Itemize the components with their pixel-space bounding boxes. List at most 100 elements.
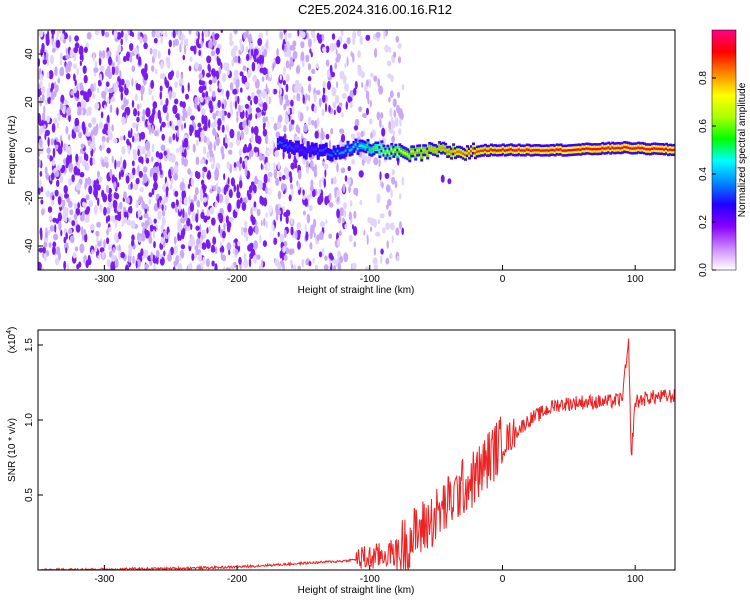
noise-blob — [163, 250, 166, 257]
noise-blob — [41, 119, 44, 127]
noise-blob — [313, 169, 318, 178]
noise-blob — [38, 138, 43, 147]
noise-blob — [365, 90, 370, 101]
noise-blob — [389, 90, 394, 99]
noise-blob — [102, 50, 106, 59]
noise-blob — [132, 149, 137, 156]
noise-blob — [160, 144, 166, 152]
noise-blob — [96, 221, 101, 228]
noise-blob — [94, 60, 98, 69]
noise-blob — [177, 219, 181, 229]
noise-blob — [325, 219, 328, 225]
noise-blob — [144, 141, 151, 151]
noise-blob — [111, 254, 116, 262]
noise-blob — [143, 249, 149, 259]
noise-blob — [228, 141, 234, 149]
noise-blob — [63, 236, 67, 244]
noise-blob — [347, 165, 351, 172]
y-tick-label: -20 — [24, 190, 35, 205]
noise-blob — [83, 229, 87, 236]
ridge-core — [623, 145, 627, 149]
noise-blob — [217, 212, 223, 219]
noise-blob — [137, 209, 142, 218]
ridge-core — [631, 147, 635, 150]
noise-blob — [374, 47, 378, 58]
noise-blob — [131, 160, 135, 167]
noise-blob — [107, 131, 113, 140]
noise-blob — [337, 237, 341, 248]
noise-blob — [56, 30, 59, 39]
noise-blob — [300, 41, 305, 49]
noise-blob — [223, 173, 226, 181]
noise-blob — [132, 135, 135, 143]
ridge-core — [402, 151, 406, 154]
noise-blob — [247, 193, 252, 201]
noise-blob — [282, 174, 286, 181]
noise-blob — [172, 133, 176, 141]
noise-blob — [41, 42, 45, 53]
noise-blob — [135, 82, 139, 91]
noise-blob — [221, 124, 225, 133]
noise-blob — [173, 165, 179, 173]
noise-blob — [44, 166, 48, 175]
noise-blob — [300, 51, 305, 61]
ridge-core — [422, 149, 426, 152]
noise-blob — [135, 177, 140, 185]
noise-blob — [151, 156, 154, 163]
colorbar-tick-label: 0.2 — [698, 215, 709, 229]
noise-blob — [95, 230, 100, 237]
noise-blob — [101, 189, 105, 198]
ridge-core — [611, 146, 615, 149]
noise-blob — [202, 146, 207, 155]
noise-blob — [50, 98, 53, 105]
noise-blob — [157, 109, 161, 120]
ridge-core — [314, 147, 318, 150]
ridge-core — [649, 148, 653, 151]
noise-blob — [181, 85, 185, 94]
noise-blob — [82, 65, 87, 74]
noise-blob — [290, 162, 296, 170]
noise-blob — [198, 49, 202, 57]
noise-blob — [245, 46, 249, 53]
noise-blob — [68, 228, 73, 235]
noise-blob — [80, 99, 84, 109]
noise-blob — [98, 50, 103, 59]
noise-blob — [255, 254, 261, 260]
ridge-core — [541, 149, 545, 152]
noise-blob — [50, 138, 55, 146]
noise-blob — [201, 108, 206, 117]
noise-blob — [50, 199, 55, 206]
colorbar-tick-label: 0.8 — [698, 71, 709, 85]
noise-blob — [254, 175, 258, 185]
noise-blob — [370, 72, 374, 78]
noise-blob — [161, 216, 166, 227]
noise-blob — [357, 66, 362, 77]
noise-blob — [90, 83, 94, 92]
ridge-core — [364, 146, 368, 149]
noise-blob — [52, 147, 56, 158]
ridge-core — [382, 149, 386, 152]
noise-blob — [115, 219, 118, 229]
noise-blob — [68, 179, 72, 186]
noise-blob — [233, 184, 237, 193]
noise-blob — [82, 124, 87, 135]
ridge-core — [442, 146, 446, 149]
noise-blob — [285, 209, 291, 217]
noise-blob — [118, 171, 121, 181]
noise-blob — [276, 121, 282, 130]
noise-blob — [221, 73, 227, 83]
noise-blob — [89, 143, 92, 152]
noise-blob — [112, 199, 118, 210]
noise-blob — [298, 83, 303, 93]
noise-blob — [198, 79, 202, 86]
spectrogram-noise — [38, 30, 405, 270]
noise-blob — [280, 31, 283, 39]
noise-blob — [367, 216, 371, 224]
noise-blob — [181, 155, 185, 166]
noise-blob — [214, 201, 218, 208]
noise-blob — [140, 85, 145, 95]
noise-blob — [142, 173, 148, 184]
x-tick-label: 0 — [500, 574, 506, 585]
noise-blob — [239, 42, 243, 53]
noise-blob — [153, 241, 156, 249]
